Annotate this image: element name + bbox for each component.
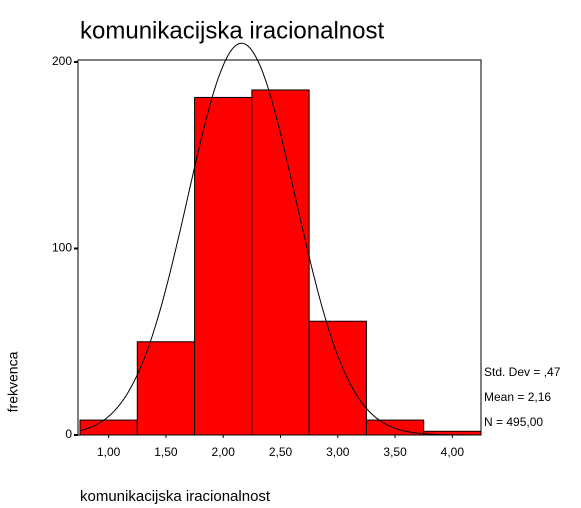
y-tick-label: 0 bbox=[65, 427, 72, 441]
x-tick-label: 1,00 bbox=[97, 445, 121, 459]
x-tick-label: 1,50 bbox=[154, 445, 178, 459]
normal-curve bbox=[79, 42, 481, 436]
y-axis-label: frekvenca bbox=[5, 351, 21, 412]
x-tick-label: 3,00 bbox=[326, 445, 350, 459]
x-tick-label: 4,00 bbox=[441, 445, 465, 459]
bar bbox=[365, 419, 425, 436]
x-tick-label: 2,00 bbox=[212, 445, 236, 459]
x-axis-label: komunikacijska iracionalnost bbox=[80, 488, 271, 505]
stat-mean: Mean = 2,16 bbox=[484, 390, 551, 404]
x-tick-label: 2,50 bbox=[269, 445, 293, 459]
bar bbox=[136, 341, 196, 436]
chart-title: komunikacijska iracionalnost bbox=[80, 17, 384, 44]
y-tick-label: 200 bbox=[52, 54, 72, 68]
bar bbox=[251, 89, 310, 436]
y-tick-label: 100 bbox=[52, 241, 72, 255]
bar bbox=[308, 320, 367, 436]
x-tick-label: 3,50 bbox=[383, 445, 407, 459]
stat-std-dev: Std. Dev = ,47 bbox=[484, 365, 561, 379]
stat-n: N = 495,00 bbox=[484, 415, 543, 429]
bar bbox=[194, 96, 253, 436]
